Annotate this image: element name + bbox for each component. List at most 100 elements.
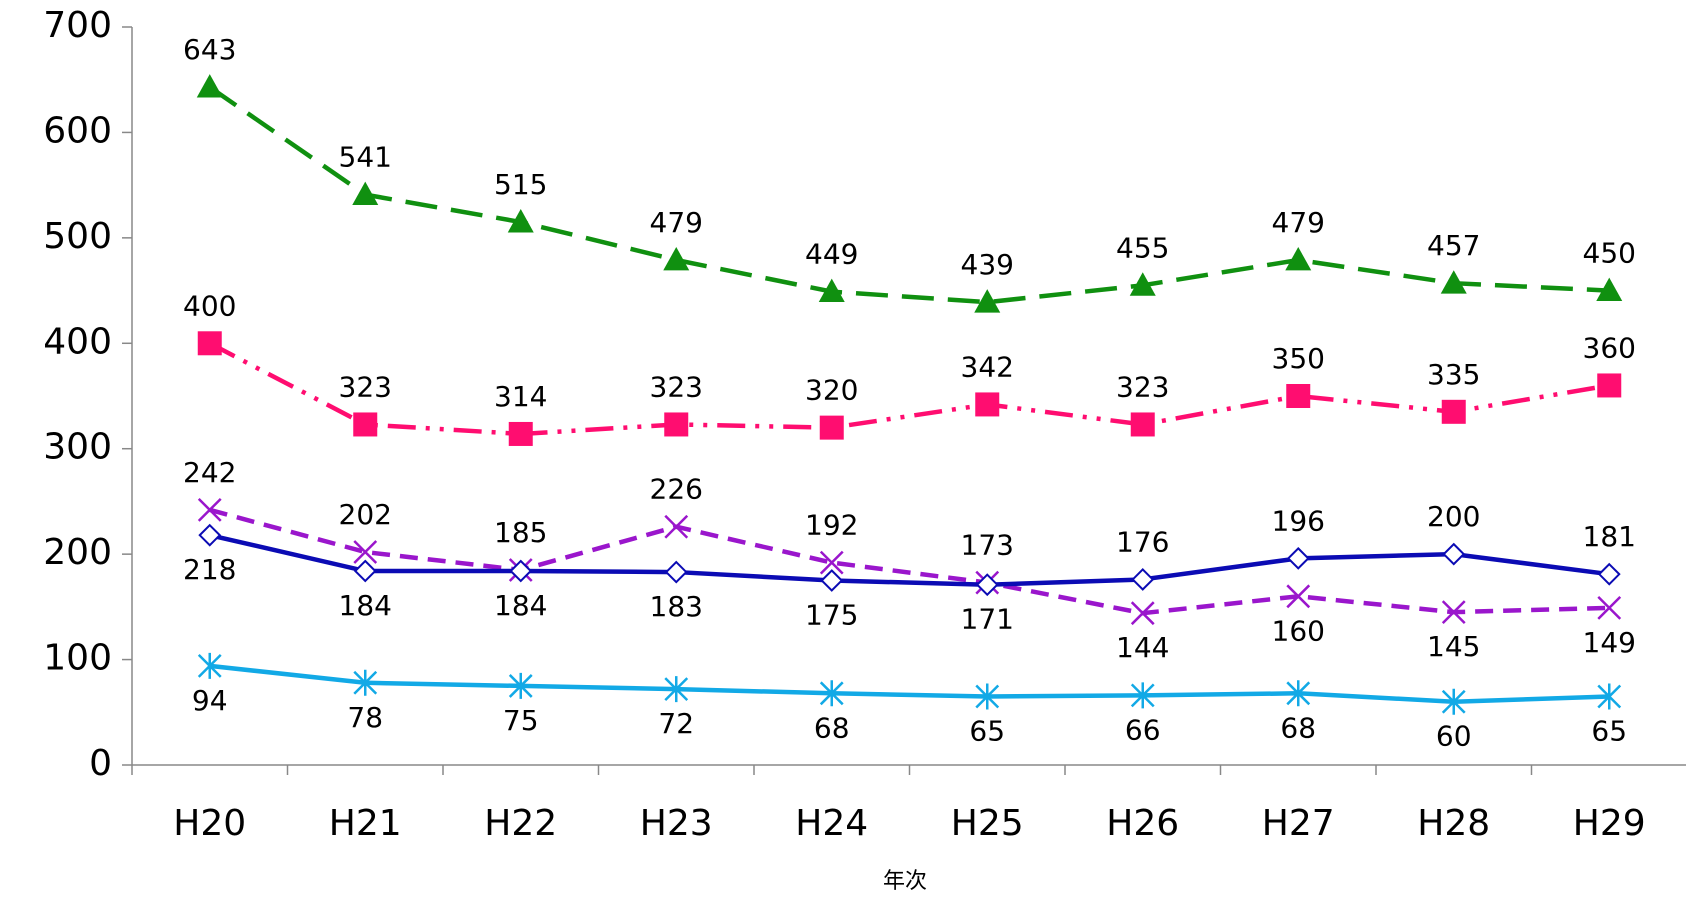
data-label: 171 xyxy=(961,603,1014,636)
data-label: 439 xyxy=(961,248,1014,281)
marker xyxy=(508,672,533,699)
data-label: 68 xyxy=(814,711,850,744)
y-tick-label: 0 xyxy=(89,743,112,784)
data-label: 541 xyxy=(339,141,392,174)
data-label: 65 xyxy=(1591,714,1627,747)
marker xyxy=(975,573,999,597)
data-label: 479 xyxy=(650,206,703,239)
marker xyxy=(1440,270,1467,294)
data-label: 145 xyxy=(1427,630,1480,663)
data-label: 226 xyxy=(650,473,703,506)
marker xyxy=(1597,683,1622,710)
data-label: 181 xyxy=(1583,520,1636,553)
marker xyxy=(818,278,845,303)
marker xyxy=(1596,277,1623,301)
marker xyxy=(663,246,690,271)
y-tick-label: 700 xyxy=(43,5,112,46)
series-line xyxy=(208,85,1610,305)
data-label: 66 xyxy=(1125,713,1161,746)
marker xyxy=(1130,412,1155,437)
x-tick-label: H27 xyxy=(1262,803,1335,844)
series-line xyxy=(209,663,1610,704)
marker xyxy=(509,559,533,583)
data-label: 200 xyxy=(1427,500,1480,533)
y-tick-label: 100 xyxy=(43,638,112,679)
series-line xyxy=(208,341,1610,437)
marker xyxy=(1129,272,1156,296)
data-label: 196 xyxy=(1272,504,1325,537)
data-label: 323 xyxy=(1116,370,1169,403)
marker xyxy=(1597,373,1622,398)
marker xyxy=(1597,596,1622,620)
data-label: 314 xyxy=(494,380,547,413)
data-label: 68 xyxy=(1280,711,1316,744)
marker xyxy=(1286,546,1310,570)
y-tick-label: 500 xyxy=(43,216,112,257)
marker xyxy=(1441,688,1466,715)
data-label: 323 xyxy=(650,370,703,403)
marker xyxy=(507,209,534,233)
data-label: 360 xyxy=(1583,331,1636,364)
marker xyxy=(820,569,844,592)
marker xyxy=(1441,399,1466,424)
marker xyxy=(664,514,689,539)
marker xyxy=(353,559,377,583)
data-label: 455 xyxy=(1116,231,1169,264)
data-label: 242 xyxy=(183,456,236,489)
marker xyxy=(198,523,222,547)
marker xyxy=(1286,584,1311,609)
data-label: 184 xyxy=(339,589,392,622)
marker xyxy=(197,652,222,679)
marker xyxy=(197,497,222,522)
data-label: 72 xyxy=(658,707,694,740)
data-label: 335 xyxy=(1427,358,1480,391)
data-label: 342 xyxy=(961,350,1014,383)
y-tick-label: 300 xyxy=(43,427,112,468)
data-label: 323 xyxy=(339,370,392,403)
x-tick-label: H28 xyxy=(1417,803,1490,844)
marker xyxy=(1441,600,1466,625)
series-line xyxy=(209,507,1610,616)
x-tick-label: H21 xyxy=(329,803,402,844)
marker xyxy=(819,680,844,707)
data-label: 176 xyxy=(1116,525,1169,558)
data-label: 149 xyxy=(1583,626,1636,659)
data-label: 185 xyxy=(494,516,547,549)
data-label: 515 xyxy=(494,168,547,201)
marker xyxy=(664,560,688,584)
data-label: 192 xyxy=(805,509,858,542)
marker xyxy=(353,412,378,437)
marker xyxy=(1131,568,1155,591)
x-tick-label: H26 xyxy=(1106,803,1179,844)
marker xyxy=(819,415,844,440)
data-label: 457 xyxy=(1427,229,1480,262)
y-tick-label: 400 xyxy=(43,321,112,362)
y-tick-label: 600 xyxy=(43,110,112,151)
marker xyxy=(197,331,222,356)
data-label: 643 xyxy=(183,33,236,66)
data-label: 400 xyxy=(183,289,236,322)
marker xyxy=(1130,682,1155,709)
marker xyxy=(975,392,1000,417)
x-axis-title: 年次 xyxy=(883,869,927,894)
data-label: 449 xyxy=(805,238,858,271)
marker xyxy=(353,669,378,696)
x-tick-label: H24 xyxy=(795,803,868,844)
data-label: 60 xyxy=(1436,720,1472,753)
marker xyxy=(1286,384,1311,408)
marker xyxy=(975,683,1000,710)
marker xyxy=(664,412,689,437)
marker xyxy=(974,289,1001,313)
data-label: 184 xyxy=(494,589,547,622)
data-label: 173 xyxy=(961,529,1014,562)
marker xyxy=(664,676,689,703)
series-line xyxy=(209,532,1610,587)
data-label: 65 xyxy=(969,714,1005,747)
marker xyxy=(196,74,223,98)
marker xyxy=(1130,601,1155,626)
x-tick-label: H20 xyxy=(173,803,246,844)
data-label: 350 xyxy=(1272,342,1325,375)
data-label: 78 xyxy=(347,701,383,734)
data-label: 479 xyxy=(1272,206,1325,239)
